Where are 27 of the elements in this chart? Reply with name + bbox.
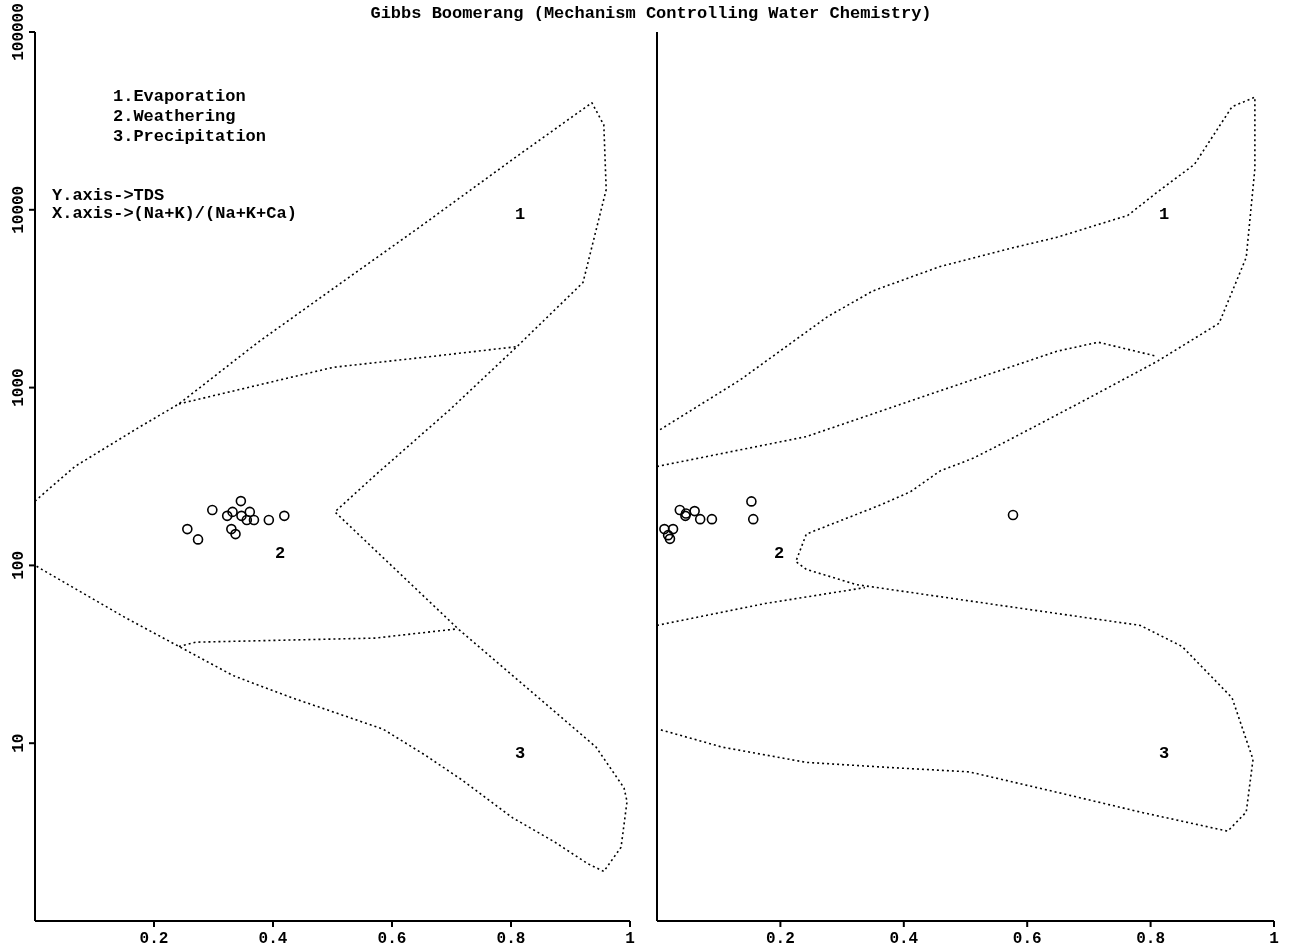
x-tick-label: 0.6 bbox=[377, 930, 407, 948]
y-tick-label: 1000 bbox=[10, 368, 28, 407]
x-tick-label: 0.6 bbox=[1012, 930, 1042, 948]
chart-title: Gibbs Boomerang (Mechanism Controlling Water Chemistry) bbox=[370, 4, 932, 23]
annotation: 1.Evaporation bbox=[113, 87, 246, 106]
x-tick-label: 0.8 bbox=[496, 930, 526, 948]
y-tick-label: 10 bbox=[10, 733, 28, 753]
x-tick-label: 1 bbox=[625, 930, 635, 948]
y-tick-label: 100 bbox=[10, 550, 28, 580]
annotation: 2 bbox=[275, 544, 286, 563]
x-tick-label: 0.2 bbox=[765, 930, 795, 948]
annotation: Y.axis->TDS bbox=[52, 186, 165, 205]
x-tick-label: 0.8 bbox=[1136, 930, 1166, 948]
annotation: 3 bbox=[1159, 744, 1170, 763]
annotation: X.axis->(Na+K)/(Na+K+Ca) bbox=[52, 204, 297, 223]
annotation: 1 bbox=[515, 205, 526, 224]
x-tick-label: 1 bbox=[1269, 930, 1279, 948]
x-tick-label: 0.4 bbox=[889, 930, 919, 948]
annotation: 1 bbox=[1159, 205, 1170, 224]
annotation: 2.Weathering bbox=[113, 107, 236, 126]
annotation: 3 bbox=[515, 744, 526, 763]
annotation: 2 bbox=[774, 544, 785, 563]
annotation: 3.Precipitation bbox=[113, 127, 267, 146]
y-tick-label: 100000 bbox=[10, 3, 28, 61]
x-tick-label: 0.4 bbox=[258, 930, 288, 948]
x-tick-label: 0.2 bbox=[139, 930, 169, 948]
y-tick-label: 10000 bbox=[10, 185, 28, 234]
